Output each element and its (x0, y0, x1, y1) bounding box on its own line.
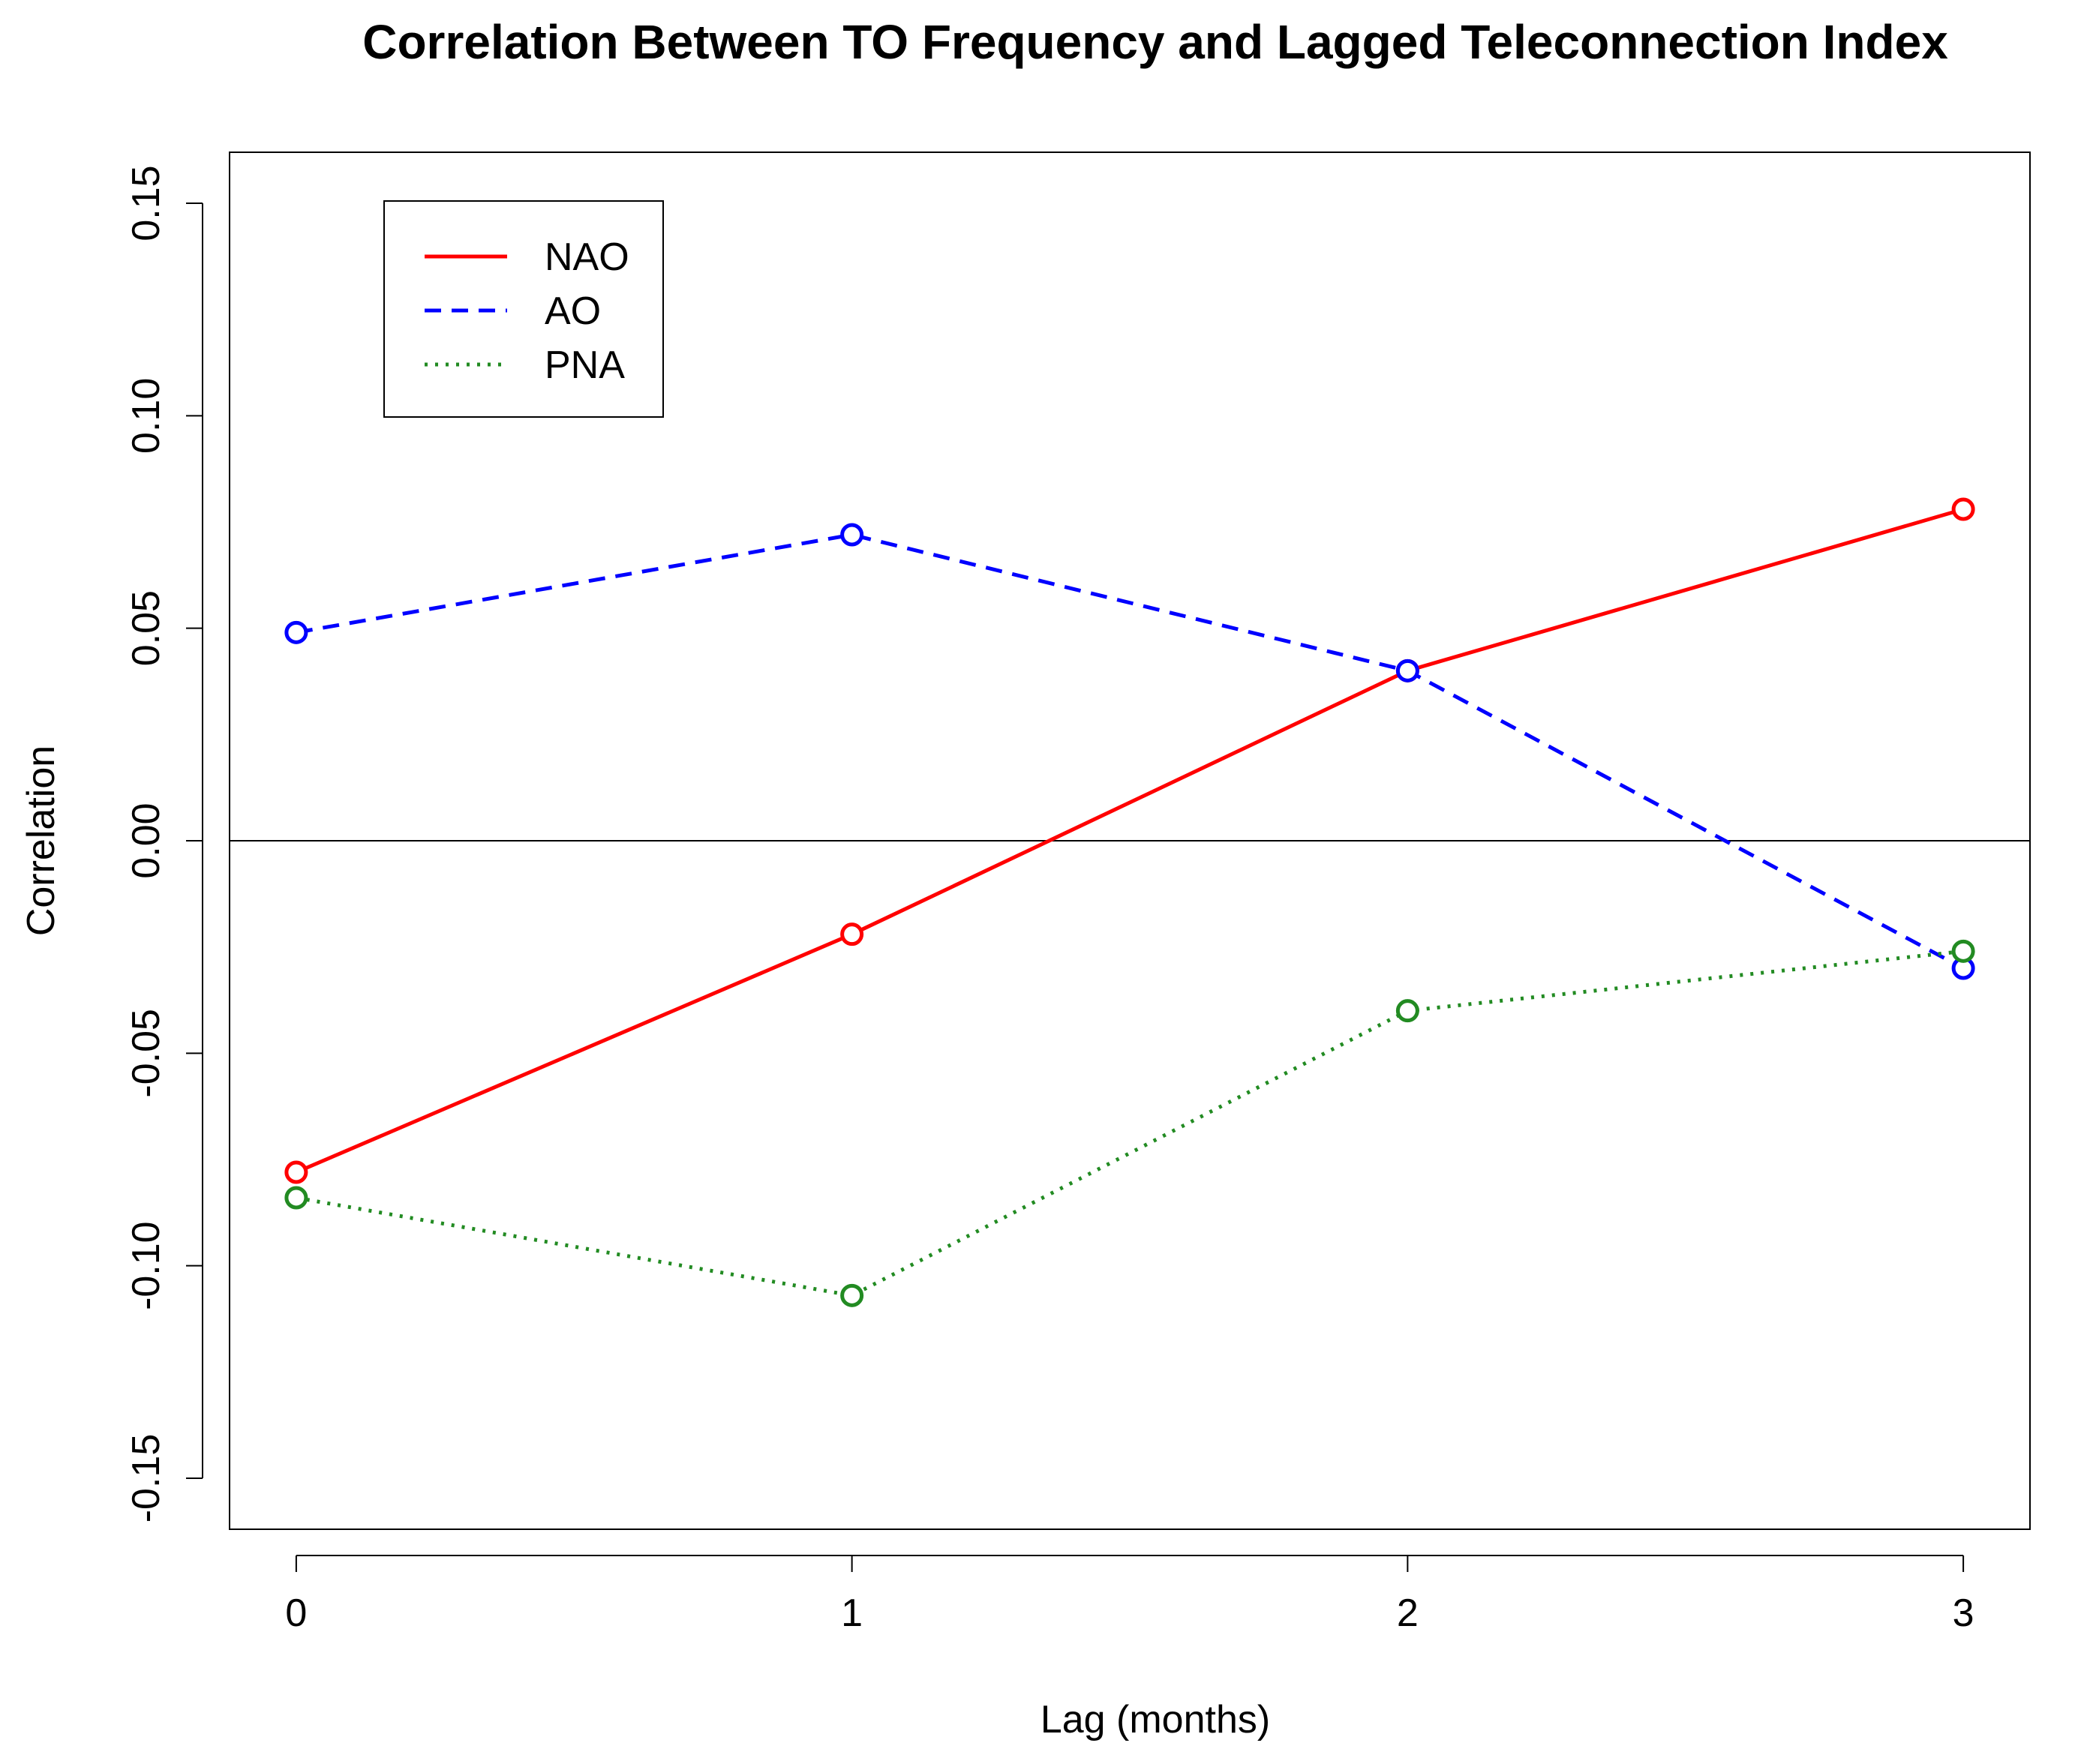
y-tick-label: -0.05 (125, 1009, 168, 1098)
data-point-pna (284, 1186, 308, 1210)
data-point-ao (840, 523, 864, 547)
data-point-ao (284, 620, 308, 644)
y-tick-label: 0.10 (125, 378, 168, 454)
data-point-pna (1395, 999, 1419, 1023)
y-tick-label: -0.10 (125, 1221, 168, 1310)
legend-label-nao: NAO (545, 236, 629, 279)
y-axis-title: Correlation (20, 746, 63, 936)
data-point-ao (1395, 658, 1419, 682)
data-point-nao (1951, 497, 1975, 521)
y-tick-label: -0.15 (125, 1434, 168, 1523)
x-tick-label: 1 (841, 1592, 863, 1635)
chart-title: Correlation Between TO Frequency and Lag… (362, 15, 1948, 69)
x-tick-label: 2 (1397, 1592, 1419, 1635)
series-line-pna (296, 949, 1964, 1298)
x-tick-label: 0 (285, 1592, 307, 1635)
series-ao (284, 523, 1975, 980)
y-tick-label: 0.05 (125, 590, 168, 666)
data-point-nao (840, 922, 864, 946)
legend-label-pna: PNA (545, 344, 625, 387)
series-line-nao (295, 507, 1964, 1174)
series-line-ao (296, 532, 1965, 970)
data-point-pna (1951, 939, 1975, 963)
x-axis-title: Lag (months) (1040, 1698, 1270, 1742)
series-pna (284, 939, 1975, 1307)
x-tick-label: 3 (1953, 1592, 1974, 1635)
data-point-nao (284, 1160, 308, 1184)
legend: NAO AO PNA (383, 200, 664, 418)
y-tick-label: 0.00 (125, 802, 168, 878)
y-tick-label: 0.15 (125, 165, 168, 241)
legend-label-ao: AO (545, 290, 601, 333)
data-point-pna (840, 1283, 864, 1307)
